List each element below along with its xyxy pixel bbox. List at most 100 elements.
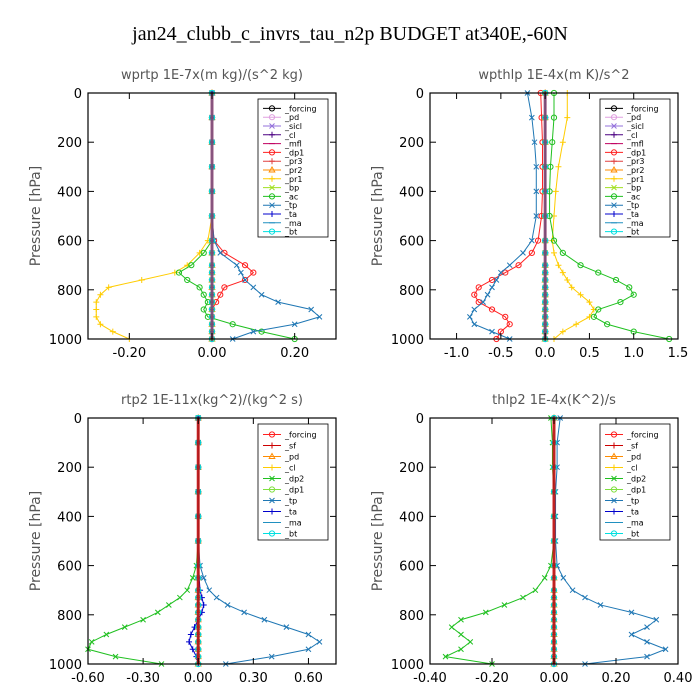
panels: wprtp 1E-7x(m kg)/(s^2 kg) Pressure [hPa]… <box>28 68 692 686</box>
legend-entry-sicl: _sicl <box>605 122 644 131</box>
data-point <box>644 624 650 630</box>
data-point <box>590 313 597 320</box>
legend-label: _dp1 <box>626 148 646 157</box>
legend-label: _pr1 <box>284 175 302 184</box>
legend-marker <box>611 123 617 129</box>
data-point <box>630 291 637 298</box>
legend-entry-forcing: _forcing <box>605 104 659 113</box>
data-point <box>217 250 224 256</box>
plot-frame <box>429 92 679 340</box>
legend-marker <box>268 105 276 112</box>
series-line <box>549 93 670 340</box>
legend-label: _mfl <box>284 140 302 149</box>
legend-entry-mfl: _mfl <box>263 140 302 149</box>
legend-entry-dp1: _dp1 <box>263 148 304 157</box>
data-point <box>258 291 265 298</box>
data-point <box>475 284 482 291</box>
x-tick-label: 0.40 <box>664 671 693 686</box>
data-point <box>541 575 548 581</box>
legend-label: _sf <box>284 442 296 451</box>
data-point <box>316 314 323 320</box>
data-point <box>184 276 191 284</box>
data-point <box>93 306 100 313</box>
legend-marker <box>610 228 618 235</box>
legend-marker <box>611 175 617 182</box>
data-point <box>305 646 312 653</box>
y-tick-label: 400 <box>399 510 424 525</box>
legend-marker <box>611 131 617 138</box>
legend-marker <box>611 202 617 209</box>
legend-label: _forcing <box>284 104 317 113</box>
y-tick-label: 800 <box>399 284 424 299</box>
legend-entry-cl: _cl <box>263 131 296 140</box>
legend-label: _pd <box>626 453 641 462</box>
legend-label: _ma <box>284 219 302 228</box>
legend-entry-bt: _bt <box>605 228 639 237</box>
legend-entry-ma: _ma <box>605 519 644 528</box>
x-tick-label: -0.5 <box>488 346 513 361</box>
x-tick-label: 0.00 <box>184 671 213 686</box>
y-tick-label: 600 <box>399 235 424 250</box>
data-point <box>200 575 207 581</box>
data-point <box>189 575 196 581</box>
x-tick-label: 0.60 <box>294 671 323 686</box>
legend-entry-dp2: _dp2 <box>605 475 646 484</box>
data-point <box>308 306 315 313</box>
legend-label: _dp1 <box>284 486 304 495</box>
legend-entry-cl: _cl <box>605 131 638 140</box>
data-point <box>206 587 213 594</box>
data-point <box>550 237 558 244</box>
data-point <box>493 277 500 283</box>
data-point <box>238 269 244 276</box>
data-point <box>552 188 559 195</box>
legend-marker <box>610 114 618 121</box>
legend-label: _dp1 <box>284 148 304 157</box>
x-tick-label: 1.0 <box>623 346 644 361</box>
data-point <box>529 114 535 121</box>
legend-marker <box>269 175 275 182</box>
legend-entry-dp1: _dp1 <box>263 486 304 495</box>
y-tick-label: 400 <box>57 510 82 525</box>
legend-entry-bt: _bt <box>605 530 639 539</box>
legend: _forcing_pd_sicl_cl_mfl_dp1_pr3_pr2_pr1_… <box>257 98 329 238</box>
data-point <box>467 639 474 645</box>
x-tick-label: -0.60 <box>71 671 105 686</box>
legend-marker <box>268 452 276 459</box>
legend-entry-bt: _bt <box>263 530 297 539</box>
legend-label: _sf <box>626 442 638 451</box>
data-point <box>662 646 669 653</box>
legend-entry-pr1: _pr1 <box>605 175 644 184</box>
legend-marker <box>268 149 276 156</box>
data-point <box>103 631 110 638</box>
legend-label: _dp2 <box>626 475 646 484</box>
legend-entry-forcing: _forcing <box>263 431 317 440</box>
y-tick-label: 600 <box>399 560 424 575</box>
legend-entry-ma: _ma <box>605 219 644 228</box>
legend-entry-sf: _sf <box>263 442 296 451</box>
data-point <box>612 276 620 284</box>
legend-label: _cl <box>626 131 638 140</box>
data-point <box>241 262 249 269</box>
data-point <box>531 139 538 146</box>
legend-entry-dp1: _dp1 <box>605 486 646 495</box>
data-point <box>533 188 540 195</box>
data-point <box>628 609 635 616</box>
legend-entry-tp: _tp <box>263 201 297 210</box>
y-tick-label: 0 <box>74 412 82 427</box>
legend-marker <box>269 202 275 209</box>
legend-entry-ta: _ta <box>263 210 297 219</box>
y-tick-label: 1000 <box>49 333 82 348</box>
plot-area <box>467 88 673 343</box>
data-point <box>506 321 513 328</box>
y-tick-label: 200 <box>57 136 82 151</box>
legend-label: _tp <box>284 497 297 506</box>
panel-title: wprtp 1E-7x(m kg)/(s^2 kg) <box>121 68 303 83</box>
y-tick-label: 400 <box>57 185 82 200</box>
legend-label: _dp1 <box>626 486 646 495</box>
data-point <box>189 646 196 653</box>
data-point <box>316 639 323 645</box>
data-point <box>187 631 194 638</box>
data-point <box>533 213 540 219</box>
legend-marker <box>269 211 275 217</box>
